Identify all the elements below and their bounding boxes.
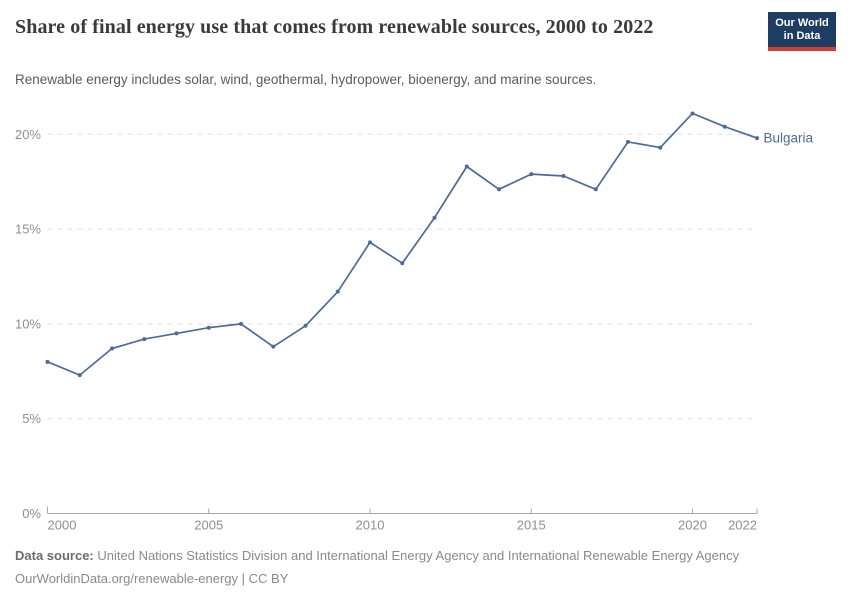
data-point[interactable] <box>722 124 727 129</box>
owid-logo: Our World in Data <box>768 12 836 51</box>
data-point[interactable] <box>271 344 276 349</box>
x-tick-label: 2000 <box>48 518 77 533</box>
data-point[interactable] <box>110 346 114 351</box>
data-point[interactable] <box>335 289 340 294</box>
datasource-label: Data source: <box>15 548 94 563</box>
y-tick-label: 15% <box>15 222 41 237</box>
datasource-line: Data source: United Nations Statistics D… <box>15 544 815 567</box>
chart-subtitle: Renewable energy includes solar, wind, g… <box>15 72 597 87</box>
chart-footer: Data source: United Nations Statistics D… <box>15 544 815 590</box>
series-label[interactable]: Bulgaria <box>764 131 814 146</box>
x-tick-label: 2010 <box>356 518 385 533</box>
y-tick-label: 0% <box>22 506 41 521</box>
data-point[interactable] <box>174 331 179 336</box>
data-point[interactable] <box>497 187 501 192</box>
data-point[interactable] <box>206 325 211 330</box>
page-title: Share of final energy use that comes fro… <box>15 16 654 38</box>
citation-line: OurWorldinData.org/renewable-energy | CC… <box>15 571 289 586</box>
data-point[interactable] <box>658 145 663 150</box>
data-point[interactable] <box>368 240 372 245</box>
data-point[interactable] <box>77 373 82 378</box>
data-point[interactable] <box>690 111 695 116</box>
x-tick-label: 2015 <box>517 518 546 533</box>
data-point[interactable] <box>626 139 630 144</box>
x-tick-label: 2022 <box>728 518 757 533</box>
y-tick-label: 10% <box>15 316 41 331</box>
x-tick-label: 2005 <box>194 518 223 533</box>
data-point[interactable] <box>432 215 437 220</box>
datasource-text: United Nations Statistics Division and I… <box>97 548 740 563</box>
data-point[interactable] <box>755 136 759 141</box>
data-point[interactable] <box>142 337 147 342</box>
x-tick-label: 2020 <box>678 518 707 533</box>
data-point[interactable] <box>239 321 243 326</box>
data-point[interactable] <box>561 174 566 179</box>
data-line[interactable] <box>46 112 758 376</box>
owid-logo-line2: in Data <box>783 30 821 42</box>
data-point[interactable] <box>400 261 405 266</box>
data-point[interactable] <box>593 187 598 192</box>
owid-logo-line1: Our World <box>775 17 829 29</box>
y-tick-label: 20% <box>15 127 41 142</box>
data-point[interactable] <box>529 172 534 177</box>
data-point[interactable] <box>303 323 308 328</box>
data-point[interactable] <box>464 164 469 169</box>
y-tick-label: 5% <box>22 411 41 426</box>
data-point[interactable] <box>45 359 50 364</box>
